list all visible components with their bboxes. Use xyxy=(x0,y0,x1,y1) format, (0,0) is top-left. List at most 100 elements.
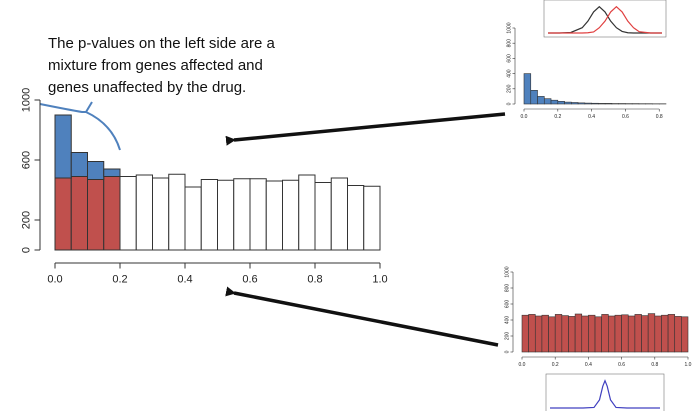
x-tick-label: 0.8 xyxy=(656,114,663,120)
bar xyxy=(577,102,586,105)
bar xyxy=(528,314,536,353)
annotation-line: mixture from genes affected and xyxy=(48,57,263,74)
annotation-line: genes unaffected by the drug. xyxy=(48,79,246,96)
bar xyxy=(588,314,596,353)
bar xyxy=(647,313,656,353)
y-tick-label: 1000 xyxy=(504,266,510,277)
y-tick-label: 600 xyxy=(506,54,512,63)
bar xyxy=(537,96,545,105)
y-tick-label: 600 xyxy=(21,151,33,169)
plot-frame xyxy=(543,0,667,38)
y-tick-label: 0 xyxy=(506,102,512,105)
bar xyxy=(135,174,153,251)
x-tick-label: 0.2 xyxy=(112,273,127,285)
y-tick-label: 400 xyxy=(504,316,510,325)
bar xyxy=(554,314,563,353)
density-line xyxy=(548,5,662,34)
bar xyxy=(601,314,609,353)
bar xyxy=(103,168,121,177)
x-tick-label: 0.0 xyxy=(519,362,526,368)
bar xyxy=(363,185,381,251)
annotation-line: The p-values on the left side are a xyxy=(48,35,275,52)
bar xyxy=(614,314,622,353)
bar xyxy=(591,102,599,105)
bar xyxy=(233,178,251,251)
bar xyxy=(523,73,532,105)
y-tick-label: 800 xyxy=(504,284,510,293)
x-tick-label: 0.8 xyxy=(307,273,322,285)
bar xyxy=(568,316,576,353)
bar xyxy=(54,177,72,251)
bar xyxy=(249,178,267,251)
bar xyxy=(543,98,552,105)
plot-frame xyxy=(545,373,665,411)
bar xyxy=(347,185,365,251)
bar xyxy=(70,176,88,251)
bar xyxy=(541,314,549,353)
x-tick-label: 0.6 xyxy=(622,114,629,120)
bar xyxy=(681,316,689,353)
bar xyxy=(598,103,606,105)
bar xyxy=(521,314,529,353)
bar xyxy=(200,179,218,251)
bar xyxy=(70,152,88,177)
bar xyxy=(654,315,662,353)
y-tick-label: 1000 xyxy=(506,22,512,33)
bar xyxy=(561,315,569,353)
bar xyxy=(594,316,602,353)
bar xyxy=(87,179,105,251)
bar xyxy=(314,182,332,251)
bar xyxy=(168,173,186,251)
x-tick-label: 0.6 xyxy=(618,362,625,368)
bar xyxy=(557,101,565,105)
bracket xyxy=(39,101,121,151)
x-tick-label: 0.4 xyxy=(177,273,192,285)
bar xyxy=(103,176,121,251)
y-tick-label: 400 xyxy=(506,69,512,78)
bar xyxy=(330,177,348,251)
bar xyxy=(564,101,572,105)
y-tick-label: 200 xyxy=(504,332,510,341)
bar xyxy=(641,315,649,353)
bar xyxy=(667,314,676,353)
bar xyxy=(87,161,105,180)
bar xyxy=(634,314,642,353)
density-line xyxy=(548,5,662,34)
density-line xyxy=(550,379,660,409)
bar xyxy=(674,316,682,353)
bar xyxy=(584,102,592,105)
bar xyxy=(548,316,556,353)
bar xyxy=(661,314,669,353)
x-tick-label: 1.0 xyxy=(372,273,387,285)
bar xyxy=(530,90,538,105)
x-tick-label: 0.2 xyxy=(552,362,559,368)
bar xyxy=(581,315,589,353)
y-tick-label: 800 xyxy=(506,39,512,48)
bar xyxy=(574,313,583,353)
x-tick-label: 0.0 xyxy=(47,273,62,285)
y-tick-label: 600 xyxy=(504,300,510,309)
bar xyxy=(282,179,300,251)
bar xyxy=(54,114,72,179)
x-tick-label: 0.4 xyxy=(585,362,592,368)
y-tick-label: 0 xyxy=(504,350,510,353)
y-tick-label: 200 xyxy=(21,211,33,229)
bar xyxy=(621,314,629,353)
bar xyxy=(298,174,316,251)
x-tick-label: 0.8 xyxy=(651,362,658,368)
bar xyxy=(119,176,137,251)
bar xyxy=(627,315,636,353)
arrow xyxy=(225,112,506,146)
y-tick-label: 0 xyxy=(21,247,33,253)
arrow xyxy=(225,286,499,347)
bar xyxy=(217,179,235,251)
x-tick-label: 1.0 xyxy=(685,362,692,368)
bar xyxy=(152,177,170,251)
y-tick-label: 1000 xyxy=(21,88,33,112)
x-tick-label: 0.4 xyxy=(588,114,595,120)
y-tick-label: 200 xyxy=(506,84,512,93)
x-tick-label: 0.6 xyxy=(242,273,257,285)
x-tick-label: 0.2 xyxy=(554,114,561,120)
bar xyxy=(608,315,616,353)
